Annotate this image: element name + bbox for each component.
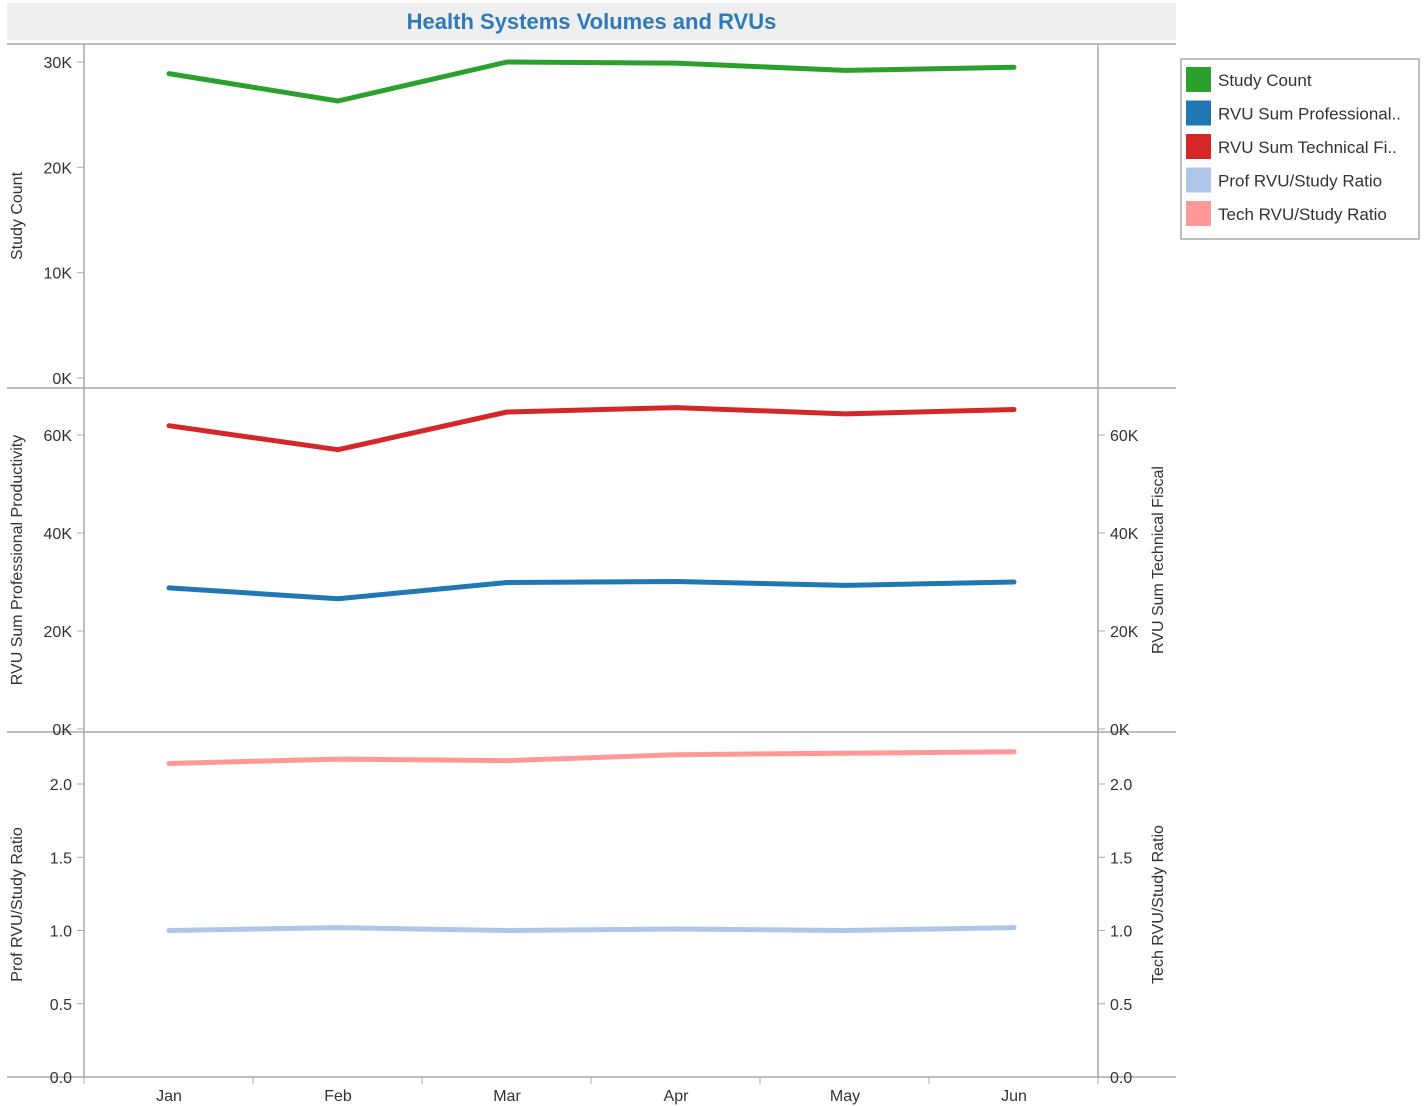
legend-label: Study Count: [1218, 71, 1312, 90]
legend-label: RVU Sum Technical Fi..: [1218, 138, 1397, 157]
series-line: [166, 749, 1017, 766]
legend-swatch: [1186, 167, 1211, 193]
series-line: [166, 579, 1017, 602]
y-tick-label-right: 60K: [1110, 428, 1139, 445]
x-tick-label: Feb: [324, 1088, 352, 1105]
y-tick-label-right: 20K: [1110, 624, 1139, 641]
y-tick-label-left: 20K: [44, 624, 73, 641]
y-tick-label-left: 40K: [44, 526, 73, 543]
y-tick-label-left: 10K: [44, 266, 73, 283]
y-tick-label-right: 0K: [1110, 722, 1130, 739]
legend-label: Prof RVU/Study Ratio: [1218, 172, 1382, 191]
series-line: [166, 59, 1017, 104]
y-tick-label-right: 0.0: [1110, 1070, 1132, 1087]
y-tick-label-right: 2.0: [1110, 777, 1132, 794]
y-tick-label-right: 1.0: [1110, 924, 1132, 941]
y-tick-label-right: 1.5: [1110, 850, 1132, 867]
y-axis-title-right: Tech RVU/Study Ratio: [1150, 825, 1167, 984]
y-axis-title-right: RVU Sum Technical Fiscal: [1150, 466, 1167, 654]
y-tick-label-left: 1.5: [50, 850, 72, 867]
x-tick-label: Jun: [1001, 1088, 1027, 1105]
y-tick-label-left: 1.0: [50, 924, 72, 941]
legend-label: Tech RVU/Study Ratio: [1218, 205, 1387, 224]
legend-swatch: [1186, 67, 1211, 92]
series-line: [166, 405, 1017, 453]
y-axis-title-left: RVU Sum Professional Productivity: [9, 435, 26, 685]
legend-swatch: [1186, 100, 1211, 126]
y-tick-label-left: 60K: [44, 428, 73, 445]
title-band: [7, 3, 1176, 40]
legend-swatch: [1186, 134, 1211, 159]
x-tick-label: Apr: [664, 1088, 690, 1105]
y-tick-label-left: 0K: [52, 722, 72, 739]
legend-label: RVU Sum Professional..: [1218, 105, 1401, 124]
x-tick-label: Jan: [156, 1088, 182, 1105]
y-axis-title-left: Study Count: [9, 171, 26, 260]
legend: [1180, 58, 1420, 240]
y-tick-label-left: 0K: [52, 371, 72, 388]
series-line: [166, 925, 1017, 933]
y-tick-label-left: 20K: [44, 160, 73, 177]
legend-swatch: [1186, 201, 1211, 226]
y-tick-label-left: 0.5: [50, 997, 72, 1014]
x-tick-label: May: [830, 1088, 860, 1105]
y-tick-label-right: 40K: [1110, 526, 1139, 543]
x-tick-label: Mar: [493, 1088, 521, 1105]
y-tick-label-right: 0.5: [1110, 997, 1132, 1014]
chart-title: Health Systems Volumes and RVUs: [407, 9, 777, 34]
y-tick-label-left: 0.0: [50, 1070, 72, 1087]
y-tick-label-left: 2.0: [50, 777, 72, 794]
y-tick-label-left: 30K: [44, 55, 73, 72]
y-axis-title-left: Prof RVU/Study Ratio: [9, 827, 26, 982]
